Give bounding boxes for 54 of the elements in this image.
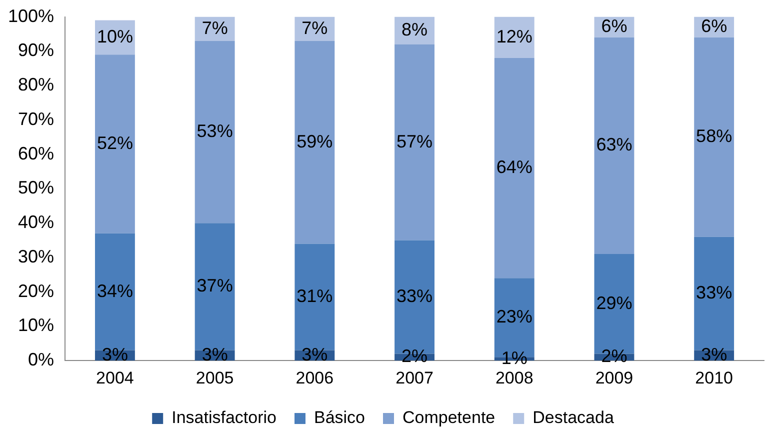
data-label: 12% xyxy=(496,26,532,46)
data-label: 57% xyxy=(396,131,433,152)
data-label: 31% xyxy=(296,286,333,306)
y-tick-label: 0% xyxy=(28,350,54,370)
data-label: 23% xyxy=(496,306,532,327)
legend-label: Insatisfactorio xyxy=(172,408,276,428)
data-label: 52% xyxy=(96,132,133,153)
data-label: 29% xyxy=(596,292,632,313)
legend-label: Competente xyxy=(402,408,496,428)
data-label: 33% xyxy=(396,286,433,306)
data-label: 34% xyxy=(96,280,133,301)
data-label: 33% xyxy=(696,282,732,303)
y-tick-label: 50% xyxy=(18,178,54,198)
data-label: 3% xyxy=(202,344,228,364)
y-tick-label: 20% xyxy=(18,280,54,301)
x-tick-label: 2007 xyxy=(396,368,434,388)
y-tick-label: 30% xyxy=(18,246,54,266)
data-label: 6% xyxy=(701,16,728,36)
data-label: 59% xyxy=(296,131,333,152)
data-label: 7% xyxy=(202,18,228,38)
data-label: 64% xyxy=(496,157,532,178)
data-label: 53% xyxy=(196,120,233,141)
data-label: 10% xyxy=(96,26,133,46)
y-tick-label: 70% xyxy=(18,108,54,129)
data-label: 63% xyxy=(596,134,632,155)
x-tick-label: 2009 xyxy=(595,368,634,388)
y-tick-label: 100% xyxy=(8,6,54,26)
legend-label: Básico xyxy=(314,408,366,428)
data-label: 7% xyxy=(302,18,328,38)
x-tick-label: 2008 xyxy=(495,368,534,388)
legend-label: Destacada xyxy=(532,408,614,428)
data-label: 8% xyxy=(402,20,428,40)
data-label: 3% xyxy=(102,344,128,364)
y-tick-label: 40% xyxy=(18,212,54,232)
bar xyxy=(594,37,634,254)
data-label: 3% xyxy=(302,344,328,364)
y-tick-label: 60% xyxy=(18,143,54,164)
x-tick-label: 2004 xyxy=(96,368,134,388)
bar xyxy=(494,58,534,278)
x-tick-label: 2010 xyxy=(695,368,733,388)
bar xyxy=(94,54,135,234)
bar xyxy=(394,44,434,240)
bar xyxy=(694,37,734,237)
data-label: 3% xyxy=(701,344,728,364)
data-label: 37% xyxy=(196,276,233,296)
data-label: 6% xyxy=(601,16,628,36)
y-tick-label: 90% xyxy=(18,40,54,60)
y-tick-label: 10% xyxy=(18,315,54,336)
bar xyxy=(294,40,335,244)
y-tick-label: 80% xyxy=(18,74,54,95)
x-tick-label: 2005 xyxy=(196,368,234,388)
bar xyxy=(194,40,235,224)
data-label: 58% xyxy=(696,126,732,146)
x-tick-label: 2006 xyxy=(296,368,334,388)
